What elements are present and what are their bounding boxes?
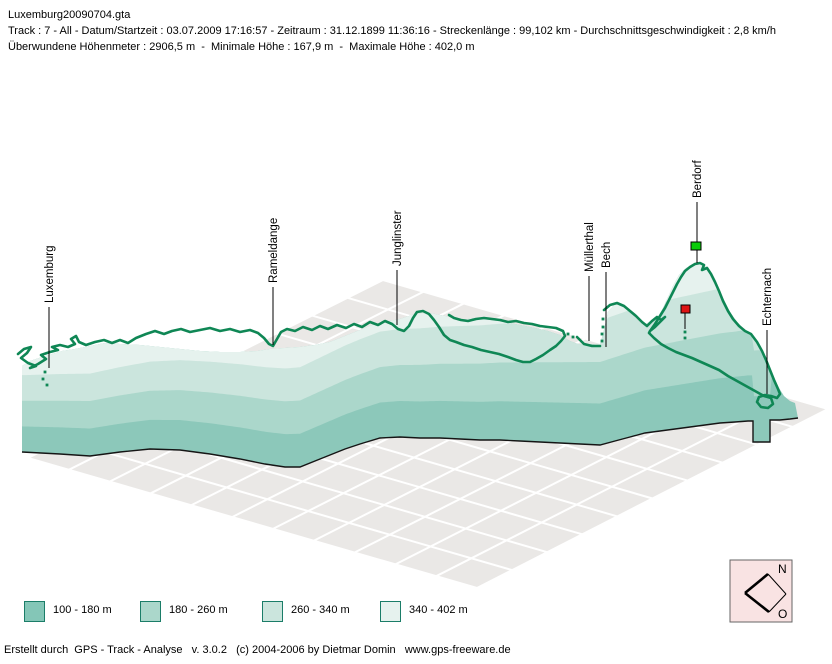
terrain-wall: [21, 264, 799, 468]
legend-label-180-260: 180 - 260 m: [169, 604, 228, 616]
legend-label-340-402: 340 - 402 m: [409, 604, 468, 616]
position-marker: [680, 304, 691, 329]
svg-text:Bech: Bech: [601, 242, 613, 268]
place-label-echternach: Echternach: [762, 268, 774, 394]
legend-swatch-180-260: [140, 601, 161, 622]
place-label-berdorf: Berdorf: [692, 159, 704, 263]
gps-track: [16, 261, 782, 410]
legend-swatch-260-340: [262, 601, 283, 622]
place-label-luxemburg: Luxemburg: [44, 245, 56, 368]
file-title: Luxemburg20090704.gta: [8, 9, 131, 21]
place-label-müllerthal: Müllerthal: [584, 222, 596, 341]
svg-text:Berdorf: Berdorf: [692, 159, 704, 198]
start-marker: [690, 241, 702, 251]
compass-rose: NO: [729, 559, 793, 623]
legend-label-100-180: 100 - 180 m: [53, 604, 112, 616]
legend-swatch-340-402: [380, 601, 401, 622]
place-label-bech: Bech: [601, 242, 613, 347]
compass-east-label: O: [778, 607, 787, 621]
height-stats-line: Überwundene Höhenmeter : 2906,5 m - Mini…: [8, 41, 475, 53]
place-label-junglinster: Junglinster: [392, 210, 404, 325]
place-label-rameldange: Rameldange: [268, 218, 280, 345]
track-stats-line: Track : 7 - All - Datum/Startzeit : 03.0…: [8, 25, 776, 37]
credit-footer: Erstellt durch GPS - Track - Analyse v. …: [4, 644, 511, 656]
svg-text:Luxemburg: Luxemburg: [44, 245, 56, 303]
compass-north-label: N: [778, 562, 787, 576]
svg-text:Müllerthal: Müllerthal: [584, 222, 596, 272]
svg-text:Junglinster: Junglinster: [392, 210, 404, 266]
legend-swatch-100-180: [24, 601, 45, 622]
legend-label-260-340: 260 - 340 m: [291, 604, 350, 616]
svg-text:Rameldange: Rameldange: [268, 218, 280, 283]
svg-text:Echternach: Echternach: [762, 268, 774, 326]
